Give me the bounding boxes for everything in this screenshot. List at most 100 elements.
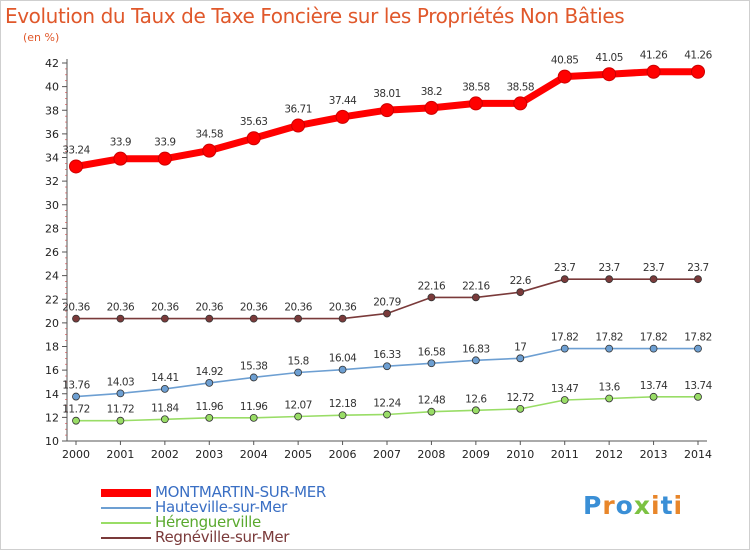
- data-label: 38.58: [507, 81, 535, 93]
- data-point: [427, 359, 436, 368]
- data-point: [605, 344, 614, 353]
- data-label: 13.47: [551, 383, 579, 395]
- data-point: [160, 314, 169, 323]
- data-label: 12.48: [418, 395, 446, 407]
- x-tick-label: 2003: [195, 448, 223, 461]
- data-point: [72, 416, 80, 425]
- data-point: [116, 389, 125, 398]
- data-point: [383, 309, 391, 318]
- series-line: [75, 68, 698, 170]
- data-point: [294, 368, 303, 377]
- data-point: [649, 344, 658, 353]
- data-label: 41.26: [640, 50, 668, 62]
- data-point: [516, 404, 525, 413]
- data-point: [516, 354, 525, 363]
- data-point: [202, 143, 217, 158]
- legend-swatch: [101, 522, 151, 524]
- data-label: 13.74: [684, 380, 712, 392]
- x-tick-label: 2001: [106, 448, 134, 461]
- y-tick-label: 14: [45, 388, 59, 401]
- data-label: 20.36: [196, 302, 224, 314]
- data-point: [383, 410, 391, 419]
- data-point: [72, 314, 80, 323]
- x-tick-label: 2009: [462, 448, 490, 461]
- data-label: 13.6: [598, 381, 620, 393]
- data-label: 34.58: [196, 129, 224, 141]
- data-label: 15.8: [287, 355, 308, 367]
- x-tick-label: 2007: [373, 448, 401, 461]
- data-label: 23.7: [598, 262, 619, 274]
- data-label: 15.38: [240, 360, 268, 372]
- data-label: 33.24: [62, 144, 90, 156]
- data-point: [338, 411, 347, 420]
- data-point: [249, 413, 258, 422]
- data-label: 12.18: [329, 398, 357, 410]
- data-point: [249, 373, 258, 382]
- data-point: [116, 314, 125, 323]
- x-tick-label: 2006: [329, 448, 357, 461]
- x-tick-label: 2014: [684, 448, 712, 461]
- axes: 10 12 14 16 18 20 22 24 26 28 30 32 34 36 38 40 42 2000 20…: [45, 57, 712, 461]
- data-label: 11.72: [107, 404, 135, 416]
- x-tick-label: 2012: [595, 448, 623, 461]
- y-tick-label: 34: [45, 152, 59, 165]
- data-point: [205, 314, 214, 323]
- data-label: 17.82: [684, 332, 712, 344]
- data-label: 33.9: [110, 137, 131, 149]
- data-point: [471, 293, 480, 302]
- data-label: 14.92: [196, 366, 224, 378]
- y-tick-label: 36: [45, 128, 59, 141]
- data-label: 17.82: [640, 332, 668, 344]
- x-tick-label: 2010: [506, 448, 534, 461]
- data-label: 40.85: [551, 55, 579, 67]
- y-tick-label: 42: [45, 57, 59, 70]
- series-montmartin-sur-mer: [69, 64, 705, 174]
- data-point: [383, 362, 391, 371]
- data-label: 20.36: [62, 302, 90, 314]
- data-point: [468, 96, 483, 111]
- data-point: [291, 118, 306, 133]
- data-label: 22.16: [462, 280, 490, 292]
- data-point: [338, 365, 347, 374]
- data-label: 38.01: [373, 88, 401, 100]
- data-label: 16.04: [329, 353, 357, 365]
- x-tick-label: 2011: [551, 448, 579, 461]
- data-point: [471, 356, 480, 365]
- data-label: 17: [514, 341, 526, 353]
- legend-label: Hauteville-sur-Mer: [155, 498, 287, 516]
- series-hauteville-sur-mer: [72, 344, 702, 401]
- data-label: 12.07: [284, 400, 312, 412]
- data-point: [649, 275, 658, 284]
- data-label: 20.36: [107, 302, 135, 314]
- data-label: 12.6: [465, 393, 487, 405]
- data-label: 23.7: [687, 262, 708, 274]
- data-point: [427, 293, 436, 302]
- data-point: [294, 314, 303, 323]
- data-label: 13.74: [640, 380, 668, 392]
- y-tick-label: 30: [45, 199, 59, 212]
- y-tick-label: 16: [45, 364, 59, 377]
- data-label: 23.7: [643, 262, 664, 274]
- data-point: [160, 385, 169, 393]
- legend-swatch: [101, 507, 151, 509]
- x-tick-label: 2004: [240, 448, 268, 461]
- y-tick-label: 10: [45, 435, 59, 448]
- data-label: 16.83: [462, 343, 490, 355]
- data-label: 38.58: [462, 81, 490, 93]
- data-label: 22.6: [510, 275, 532, 287]
- data-label: 14.41: [151, 372, 179, 384]
- series-layer: [69, 64, 705, 425]
- data-point: [602, 67, 617, 82]
- y-axis-unit: (en %): [23, 31, 60, 44]
- data-point: [116, 416, 125, 425]
- data-point: [694, 275, 702, 284]
- chart-title: Evolution du Taux de Taxe Foncière sur l…: [5, 4, 625, 28]
- data-point: [694, 392, 702, 401]
- data-point: [513, 96, 528, 111]
- data-label: 22.16: [418, 280, 446, 292]
- data-label: 17.82: [595, 332, 623, 344]
- y-tick-label: 22: [45, 293, 59, 306]
- legend-swatch: [101, 489, 151, 497]
- data-point: [560, 344, 569, 353]
